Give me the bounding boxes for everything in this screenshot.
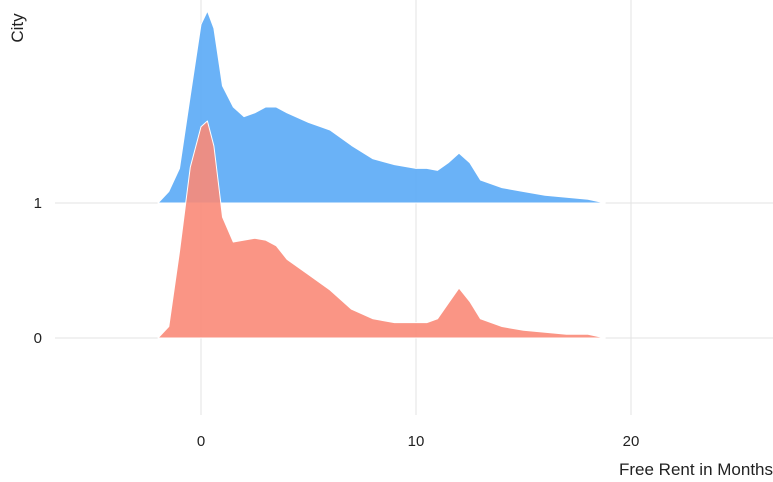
x-tick-label: 20 — [623, 433, 640, 450]
ridge-city-1 — [157, 10, 606, 204]
ridge-layer — [157, 10, 606, 339]
tick-layer: 0 10 20 0 1 — [34, 195, 640, 450]
y-axis-title: City — [8, 13, 27, 43]
x-tick-label: 0 — [197, 433, 205, 450]
y-tick-label: 1 — [34, 195, 42, 212]
ridge-city-0 — [157, 120, 606, 339]
grid-layer — [55, 0, 773, 415]
x-tick-label: 10 — [408, 433, 425, 450]
y-tick-label: 0 — [34, 330, 42, 347]
x-axis-title: Free Rent in Months — [619, 460, 773, 479]
